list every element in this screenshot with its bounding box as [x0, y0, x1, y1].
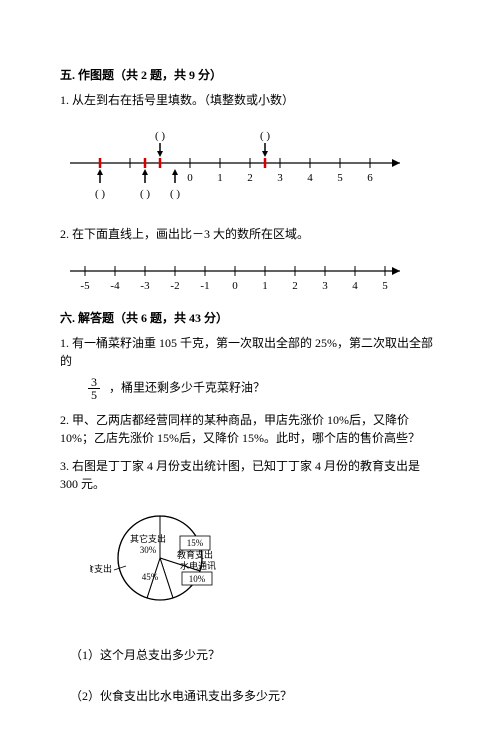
svg-text:水电通讯: 水电通讯	[180, 560, 216, 571]
svg-text:( ): ( )	[260, 130, 270, 142]
svg-text:教育支出: 教育支出	[177, 549, 213, 560]
svg-text:3: 3	[277, 172, 283, 184]
svg-text:-2: -2	[170, 280, 179, 292]
svg-text:10%: 10%	[189, 574, 206, 584]
svg-text:-1: -1	[200, 280, 209, 292]
svg-text:-5: -5	[80, 280, 90, 292]
svg-text:1: 1	[217, 172, 223, 184]
svg-text:( ): ( )	[140, 188, 150, 200]
q6-1-a: 1. 有一桶菜籽油重 105 千克，第一次取出全部的 25%，第二次取出全部的	[60, 336, 433, 368]
figure-numberline-2: -5 -4 -3 -2 -1 0 1 2 3 4 5	[60, 253, 440, 297]
svg-text:( ): ( )	[170, 188, 180, 200]
svg-text:0: 0	[232, 280, 238, 292]
svg-text:其它支出: 其它支出	[130, 533, 166, 544]
svg-text:0: 0	[187, 172, 193, 184]
svg-text:2: 2	[292, 280, 298, 292]
svg-text:( ): ( )	[95, 188, 105, 200]
q5-2: 2. 在下面直线上，画出比－3 大的数所在区域。	[60, 225, 440, 243]
svg-text:4: 4	[307, 172, 313, 184]
q6-3: 3. 右图是丁丁家 4 月份支出统计图，已知丁丁家 4 月份的教育支出是 300…	[60, 457, 440, 493]
svg-text:45%: 45%	[142, 572, 159, 582]
svg-text:5: 5	[382, 280, 388, 292]
frac-den: 5	[88, 389, 100, 401]
svg-text:6: 6	[367, 172, 373, 184]
svg-text:4: 4	[352, 280, 358, 292]
q5-1: 1. 从左到右在括号里填数。（填整数或小数）	[60, 91, 440, 109]
svg-text:1: 1	[262, 280, 268, 292]
svg-text:-4: -4	[110, 280, 120, 292]
svg-text:3: 3	[322, 280, 328, 292]
section-5-title: 五. 作图题（共 2 题，共 9 分）	[60, 66, 440, 83]
q6-3-sub2: （2）伙食支出比水电通讯支出多多少元？	[60, 687, 440, 704]
svg-text:5: 5	[337, 172, 343, 184]
svg-text:2: 2	[247, 172, 253, 184]
svg-text:伙食支出: 伙食支出	[90, 563, 112, 574]
svg-text:-3: -3	[140, 280, 150, 292]
svg-text:30%: 30%	[140, 545, 157, 555]
figure-pie: 其它支出30% 15%教育支出水电通讯 10% 45% 伙食支出	[60, 503, 440, 622]
svg-text:15%: 15%	[187, 538, 204, 548]
q6-1: 1. 有一桶菜籽油重 105 千克，第一次取出全部的 25%，第二次取出全部的 …	[60, 334, 440, 401]
q6-2: 2. 甲、乙两店都经营同样的某种商品，甲店先涨价 10%后，又降价 10%；乙店…	[60, 411, 440, 447]
q6-3-sub1: （1）这个月总支出多少元？	[60, 646, 440, 663]
q6-1-fraction: 3 5	[88, 376, 100, 401]
section-6-title: 六. 解答题（共 6 题，共 43 分）	[60, 309, 440, 326]
q6-1-b: ，桶里还剩多少千克菜籽油？	[109, 380, 265, 394]
svg-text:( ): ( )	[155, 130, 165, 142]
figure-numberline-1: 0 1 2 3 4 5 6 ( ) ( ) ( ) ( ) ( )	[60, 119, 440, 213]
